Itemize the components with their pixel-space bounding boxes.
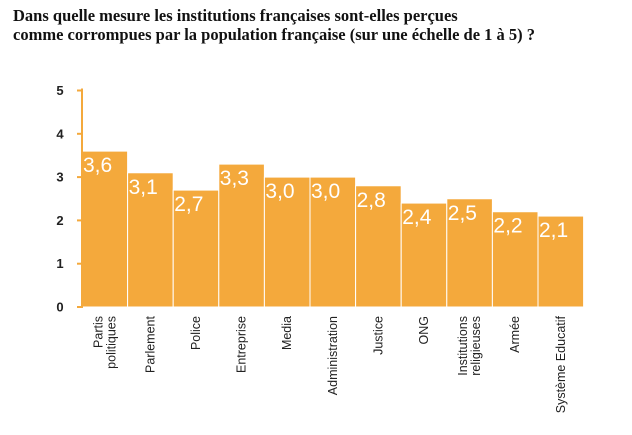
bar xyxy=(355,185,402,308)
bar-value-label: 2,8 xyxy=(357,189,386,212)
y-tick-label: 2 xyxy=(56,213,63,228)
chart-title-line-2: comme corrompues par la population franç… xyxy=(13,25,536,44)
x-tick-label: Parlement xyxy=(143,315,157,372)
y-tick-label: 0 xyxy=(56,300,63,315)
bar xyxy=(263,176,311,308)
x-tick-label: Administration xyxy=(326,316,340,395)
bar-value-label: 2,2 xyxy=(493,215,522,238)
bar xyxy=(537,215,585,308)
x-tick-label: Media xyxy=(280,316,294,350)
bar-value-label: 3,3 xyxy=(220,167,249,190)
y-tick-label: 1 xyxy=(56,256,63,271)
x-tick-label: ONG xyxy=(417,316,431,344)
chart-title-line-1: Dans quelle mesure les institutions fran… xyxy=(13,6,458,25)
bar-value-label: 3,1 xyxy=(129,176,158,199)
y-tick-label: 3 xyxy=(56,170,63,185)
bar-value-label: 3,0 xyxy=(265,180,294,203)
x-tick-label: politiques xyxy=(104,316,118,369)
bar xyxy=(172,189,220,308)
bar xyxy=(446,198,493,308)
x-tick-label: Armée xyxy=(508,316,522,353)
bar xyxy=(400,202,448,308)
y-tick-label: 4 xyxy=(56,126,64,141)
x-tick-label: Institutions xyxy=(456,316,470,376)
x-tick-label: Justice xyxy=(371,316,385,355)
bar-value-label: 2,7 xyxy=(174,193,203,216)
x-tick-label: religieuses xyxy=(469,316,483,376)
bar xyxy=(218,163,265,308)
bar-value-label: 3,0 xyxy=(311,180,340,203)
y-tick-label: 5 xyxy=(56,83,63,98)
bar-value-label: 2,5 xyxy=(448,202,477,225)
bar-value-label: 2,1 xyxy=(539,219,568,242)
x-tick-label: Police xyxy=(189,316,203,350)
x-tick-label: Entreprise xyxy=(235,316,249,373)
x-tick-label: Système Educatif xyxy=(554,315,568,413)
bar xyxy=(309,176,357,308)
chart-title: Dans quelle mesure les institutions fran… xyxy=(13,6,623,44)
x-tick-label: Partis xyxy=(91,316,105,348)
bar-value-label: 2,4 xyxy=(402,206,432,229)
bar xyxy=(81,150,129,308)
bar-value-label: 3,6 xyxy=(83,154,112,177)
